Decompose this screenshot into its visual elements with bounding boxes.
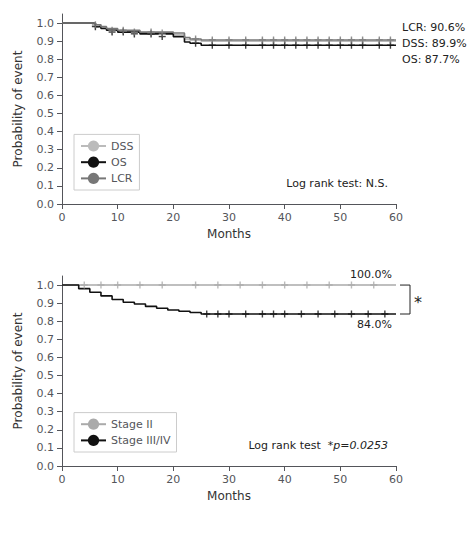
svg-text:0: 0	[59, 473, 66, 486]
svg-text:0: 0	[59, 211, 66, 224]
svg-text:OS: 87.7%: OS: 87.7%	[402, 53, 460, 66]
svg-text:0.7: 0.7	[37, 71, 55, 84]
svg-text:Months: Months	[207, 489, 251, 503]
svg-text:10: 10	[111, 211, 125, 224]
svg-text:LCR: 90.6%: LCR: 90.6%	[402, 21, 465, 34]
svg-text:30: 30	[222, 211, 236, 224]
svg-text:0.4: 0.4	[37, 387, 55, 400]
svg-text:0.0: 0.0	[37, 198, 55, 211]
svg-text:DSS: 89.9%: DSS: 89.9%	[402, 37, 467, 50]
svg-text:0.6: 0.6	[37, 351, 55, 364]
svg-text:1.0: 1.0	[37, 17, 55, 30]
svg-text:0.8: 0.8	[37, 315, 55, 328]
svg-text:OS: OS	[111, 156, 127, 169]
svg-text:*p=0.0253: *p=0.0253	[328, 439, 388, 452]
svg-text:0.3: 0.3	[37, 143, 55, 156]
svg-text:0.1: 0.1	[37, 441, 55, 454]
svg-text:Probability of event: Probability of event	[11, 50, 25, 167]
svg-text:Log rank test: Log rank test	[248, 439, 321, 452]
svg-text:0.1: 0.1	[37, 179, 55, 192]
svg-text:60: 60	[389, 473, 403, 486]
svg-text:30: 30	[222, 473, 236, 486]
svg-text:0.9: 0.9	[37, 35, 55, 48]
svg-text:Log rank test: N.S.: Log rank test: N.S.	[286, 177, 388, 190]
svg-text:Stage II: Stage II	[111, 418, 153, 431]
svg-text:0.5: 0.5	[37, 369, 55, 382]
svg-text:0.8: 0.8	[37, 53, 55, 66]
svg-text:0.3: 0.3	[37, 405, 55, 418]
svg-text:1.0: 1.0	[37, 279, 55, 292]
svg-text:60: 60	[389, 211, 403, 224]
svg-text:LCR: LCR	[111, 172, 133, 185]
svg-text:20: 20	[166, 211, 180, 224]
svg-text:0.7: 0.7	[37, 333, 55, 346]
svg-text:0.5: 0.5	[37, 107, 55, 120]
svg-text:40: 40	[278, 211, 292, 224]
svg-text:10: 10	[111, 473, 125, 486]
svg-text:DSS: DSS	[111, 140, 133, 153]
svg-text:*: *	[414, 293, 422, 312]
svg-text:0.2: 0.2	[37, 161, 55, 174]
svg-text:Probability of event: Probability of event	[11, 312, 25, 429]
svg-text:40: 40	[278, 473, 292, 486]
svg-text:0.0: 0.0	[37, 460, 55, 473]
svg-text:0.6: 0.6	[37, 89, 55, 102]
svg-text:50: 50	[333, 211, 347, 224]
svg-text:Stage III/IV: Stage III/IV	[111, 434, 171, 447]
svg-text:50: 50	[333, 473, 347, 486]
svg-text:Months: Months	[207, 227, 251, 241]
svg-text:100.0%: 100.0%	[350, 268, 392, 281]
svg-text:0.4: 0.4	[37, 125, 55, 138]
svg-text:0.9: 0.9	[37, 297, 55, 310]
svg-text:20: 20	[166, 473, 180, 486]
svg-text:84.0%: 84.0%	[357, 318, 392, 331]
svg-text:0.2: 0.2	[37, 423, 55, 436]
